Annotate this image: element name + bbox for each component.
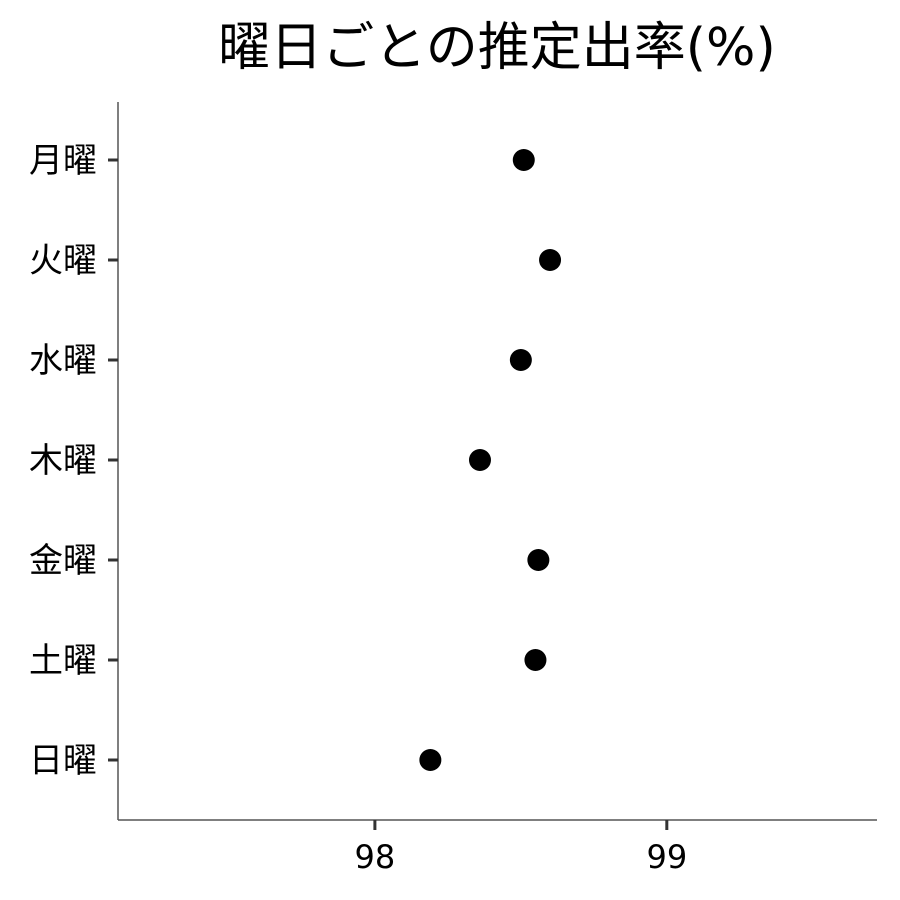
y-tick-label: 木曜	[29, 441, 97, 481]
y-tick-label: 月曜	[29, 141, 97, 181]
x-tick-label: 98	[355, 838, 396, 876]
y-tick-label: 水曜	[29, 341, 97, 381]
data-points	[419, 149, 562, 771]
y-tick-label: 火曜	[29, 241, 97, 281]
x-ticks: 98 99	[355, 820, 687, 876]
data-point	[512, 149, 535, 171]
y-tick-label: 日曜	[29, 741, 97, 781]
data-point	[468, 449, 491, 471]
y-tick-label: 金曜	[29, 541, 97, 581]
y-tick-label: 土曜	[29, 641, 97, 681]
data-point	[524, 649, 547, 671]
chart-title: 曜日ごとの推定出率(%)	[218, 18, 775, 78]
axes	[117, 102, 877, 821]
x-tick-label: 99	[646, 838, 687, 876]
data-point	[419, 749, 442, 771]
data-point	[539, 249, 562, 271]
data-point	[527, 549, 550, 571]
data-point	[509, 349, 532, 371]
